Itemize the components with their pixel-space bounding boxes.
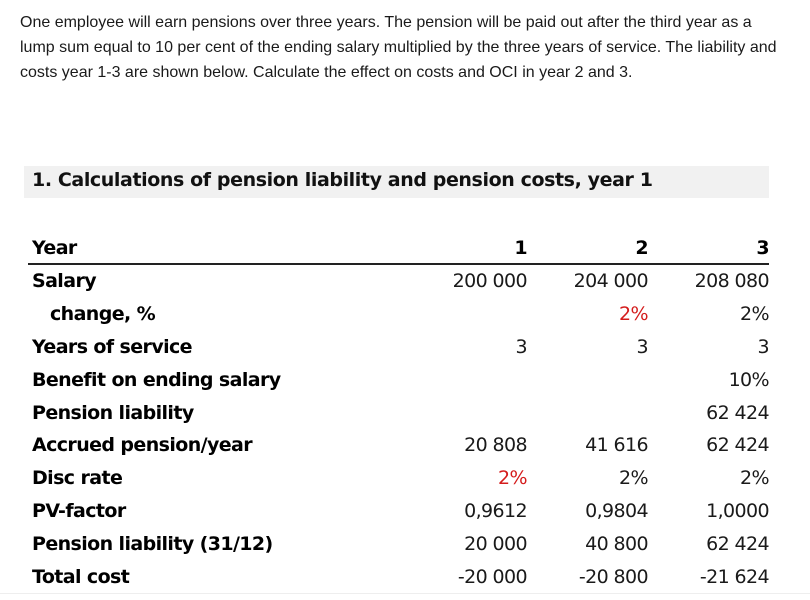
section-title: 1. Calculations of pension liability and… (32, 169, 653, 191)
table-row-disc-rate: Disc rate 2% 2% 2% (28, 462, 770, 495)
cell-year-2 (527, 363, 648, 396)
row-label: PV-factor (32, 499, 126, 522)
cell-year-3: -21 624 (699, 565, 770, 588)
cell-year-2 (527, 396, 648, 429)
table-row-years-of-service: Years of service 3 3 3 (28, 331, 770, 364)
cell-year-3: 10% (728, 368, 770, 391)
cell-year-1 (406, 298, 527, 331)
row-label: change, % (50, 303, 156, 326)
cell-year-1: 200 000 (452, 270, 528, 293)
table-row-salary: Salary 200 000 204 000 208 080 (28, 264, 770, 298)
cell-year-3: 2% (740, 303, 770, 326)
cell-year-1: -20 000 (457, 565, 528, 588)
header-year-1: 1 (406, 232, 528, 265)
cell-year-3: 62 424 (706, 532, 769, 555)
cell-year-3: 3 (757, 335, 770, 358)
table-row-pension-liability: Pension liability 62 424 (28, 396, 770, 429)
problem-statement: One employee will earn pensions over thr… (20, 14, 777, 81)
row-label: Accrued pension/year (32, 434, 253, 457)
cell-year-1 (406, 363, 527, 396)
row-label: Years of service (32, 335, 193, 358)
bottom-divider (0, 593, 810, 594)
cell-year-3: 208 080 (694, 270, 770, 293)
row-label: Pension liability (31/12) (32, 532, 273, 555)
table-row-salary-change: change, % 2% 2% (28, 298, 770, 331)
row-label: Disc rate (32, 467, 123, 490)
cell-year-1: 0,9612 (464, 499, 527, 522)
row-label: Benefit on ending salary (32, 368, 281, 391)
table-row-pension-liability-year-end: Pension liability (31/12) 20 000 40 800 … (28, 527, 770, 560)
cell-year-1-highlighted: 2% (498, 467, 528, 490)
cell-year-3: 1,0000 (706, 499, 769, 522)
cell-year-2: 40 800 (585, 532, 648, 555)
cell-year-2: 3 (636, 335, 649, 358)
row-label: Pension liability (32, 401, 194, 424)
cell-year-3: 62 424 (706, 401, 769, 424)
cell-year-2-highlighted: 2% (619, 303, 649, 326)
cell-year-1: 3 (515, 335, 528, 358)
table-row-benefit: Benefit on ending salary 10% (28, 363, 770, 396)
table-row-accrued-pension: Accrued pension/year 20 808 41 616 62 42… (28, 429, 770, 462)
table-row-pv-factor: PV-factor 0,9612 0,9804 1,0000 (28, 495, 770, 528)
cell-year-3: 62 424 (706, 434, 769, 457)
table-row-total-cost: Total cost -20 000 -20 800 -21 624 (28, 560, 770, 593)
header-year-3: 3 (648, 232, 770, 265)
cell-year-2: 2% (619, 467, 649, 490)
cell-year-2: 204 000 (573, 270, 649, 293)
cell-year-1: 20 000 (464, 532, 527, 555)
section-heading-band (24, 166, 769, 198)
cell-year-2: 41 616 (585, 434, 648, 457)
row-label: Total cost (32, 565, 130, 588)
header-year-label: Year (28, 232, 406, 265)
cell-year-3: 2% (740, 467, 770, 490)
pension-calculation-table: Year 1 2 3 Salary 200 000 204 000 208 08… (28, 232, 770, 593)
cell-year-2: 0,9804 (585, 499, 648, 522)
cell-year-1: 20 808 (464, 434, 527, 457)
header-year-2: 2 (527, 232, 649, 265)
row-label: Salary (32, 270, 97, 293)
table-header-row: Year 1 2 3 (28, 232, 770, 265)
cell-year-1 (406, 396, 527, 429)
cell-year-2: -20 800 (578, 565, 649, 588)
